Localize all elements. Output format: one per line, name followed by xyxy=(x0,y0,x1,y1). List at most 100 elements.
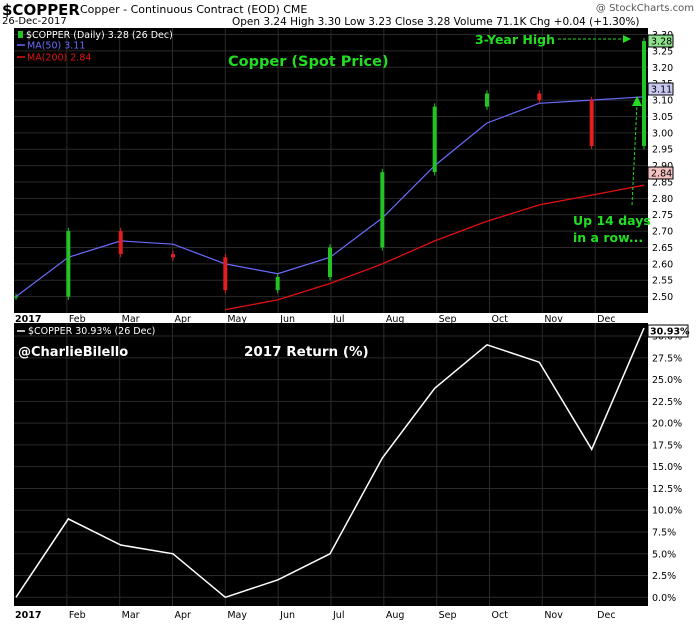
legend-candle-swatch xyxy=(18,31,23,38)
description-text: Copper - Continuous Contract (EOD) xyxy=(80,3,280,16)
price-tick-label: 2.60 xyxy=(652,259,673,270)
price-x-label: Apr xyxy=(175,314,192,325)
price-x-label: Nov xyxy=(544,314,563,325)
price-x-label: Oct xyxy=(492,314,509,325)
price-tick-label: 2.85 xyxy=(652,177,673,188)
return-tick-label: 17.5% xyxy=(652,440,682,451)
price-candle xyxy=(171,250,175,261)
annotation-up-arrow-line xyxy=(631,103,638,206)
price-candle xyxy=(537,90,542,104)
return-x-label: Aug xyxy=(386,610,405,621)
legend-ma50: MA(50) 3.11 xyxy=(27,41,85,52)
price-legend: $COPPER (Daily) 3.28 (26 Dec) MA(50) 3.1… xyxy=(17,30,173,64)
price-x-axis: 2017 Feb Mar Apr May Jun Jul Aug Sep Oct Nov Dec xyxy=(15,314,616,325)
annotation-up-line2: in a row... xyxy=(573,230,643,245)
symbol-title: $COPPER xyxy=(2,1,80,19)
price-tick-label: 2.70 xyxy=(652,227,673,238)
author-handle: @CharlieBilello xyxy=(18,345,128,360)
price-candle xyxy=(223,254,228,294)
price-tick-label: 2.95 xyxy=(652,145,673,156)
return-tick-label: 7.5% xyxy=(652,527,676,538)
price-candle xyxy=(14,293,18,300)
price-x-label: 2017 xyxy=(15,314,41,325)
ma200-line xyxy=(225,184,645,311)
return-grid xyxy=(14,323,648,606)
price-tick-label: 3.25 xyxy=(652,46,673,57)
return-x-label: Dec xyxy=(597,610,615,621)
price-x-label: Jul xyxy=(332,314,344,325)
return-x-label: Oct xyxy=(492,610,509,621)
return-x-label: Mar xyxy=(122,610,140,621)
price-tick-label: 3.05 xyxy=(652,112,673,123)
return-x-label: Apr xyxy=(175,610,192,621)
price-candle xyxy=(328,244,332,281)
return-tick-label: 12.5% xyxy=(652,484,682,495)
return-x-label: Feb xyxy=(69,610,86,621)
return-x-label: 2017 xyxy=(15,610,41,621)
chart-header: $COPPER Copper - Continuous Contract (EO… xyxy=(0,0,700,28)
ma50-tag: 3.11 xyxy=(651,85,672,96)
return-tick-label: 0.0% xyxy=(652,593,676,604)
price-x-label: Sep xyxy=(439,314,457,325)
annotation-up-arrowhead xyxy=(632,96,642,106)
price-tag: 3.28 xyxy=(651,37,672,48)
return-chart-title: 2017 Return (%) xyxy=(244,344,369,360)
return-x-label: Jul xyxy=(332,610,344,621)
return-tick-label: 20.0% xyxy=(652,419,682,430)
price-tick-label: 3.10 xyxy=(652,96,673,107)
price-x-label: Feb xyxy=(69,314,86,325)
price-x-label: Aug xyxy=(386,314,405,325)
price-tick-label: 3.20 xyxy=(652,63,673,74)
return-tick-label: 5.0% xyxy=(652,549,676,560)
legend-main: $COPPER (Daily) 3.28 (26 Dec) xyxy=(26,30,173,41)
price-tick-label: 2.75 xyxy=(652,210,673,221)
price-tick-label: 3.00 xyxy=(652,128,673,139)
return-axis: 0.0% 2.5% 5.0% 7.5% 10.0% 12.5% 15.0% 17.5% 20.0… xyxy=(652,332,682,604)
return-x-label: Jun xyxy=(279,610,295,621)
return-line xyxy=(15,327,645,599)
annotation-up-line1: Up 14 days xyxy=(573,213,651,228)
price-candle xyxy=(380,168,385,251)
price-candles xyxy=(14,37,646,300)
return-x-axis: 2017 Feb Mar Apr May Jun Jul Aug Sep Oct Nov Dec xyxy=(15,610,616,621)
return-tick-label: 10.0% xyxy=(652,506,682,517)
return-tag-bg xyxy=(647,324,689,338)
watermark: @ StockCharts.com xyxy=(595,3,694,14)
price-candle xyxy=(589,96,594,150)
header-date: 26-Dec-2017 xyxy=(2,16,67,27)
annotation-3yr-high: 3-Year High xyxy=(475,32,555,47)
price-tick-label: 2.55 xyxy=(652,276,673,287)
price-tick-label: 2.50 xyxy=(652,292,673,303)
price-candle xyxy=(118,227,123,258)
price-tick-label: 2.80 xyxy=(652,194,673,205)
return-tag: 30.93% xyxy=(650,327,690,338)
return-tick-label: 2.5% xyxy=(652,571,676,582)
ma50-tag-bg xyxy=(647,82,674,96)
price-candle xyxy=(642,37,646,150)
return-x-label: Nov xyxy=(544,610,563,621)
return-legend: $COPPER 30.93% (26 Dec) xyxy=(28,326,155,337)
price-x-label: Mar xyxy=(122,314,140,325)
return-tick-label: 22.5% xyxy=(652,397,682,408)
price-x-label: Dec xyxy=(597,314,615,325)
annotation-high-arrowhead xyxy=(623,35,631,43)
price-tick-label: 2.65 xyxy=(652,243,673,254)
price-candle xyxy=(275,273,280,294)
price-x-label: Jun xyxy=(279,314,295,325)
header-stats: Open 3.24 High 3.30 Low 3.23 Close 3.28 … xyxy=(232,16,640,28)
exchange-label: CME xyxy=(283,3,308,16)
ma200-tag: 2.84 xyxy=(651,169,672,180)
return-x-label: Sep xyxy=(439,610,457,621)
price-candle xyxy=(485,90,489,110)
return-tick-label: 25.0% xyxy=(652,375,682,386)
price-x-label: May xyxy=(227,314,247,325)
ma200-tag-bg xyxy=(647,166,674,180)
price-tag-bg xyxy=(647,34,674,48)
return-x-label: May xyxy=(227,610,247,621)
price-candle xyxy=(432,103,437,176)
price-chart-title: Copper (Spot Price) xyxy=(228,54,389,70)
legend-ma200: MA(200) 2.84 xyxy=(27,53,91,64)
symbol-description: Copper - Continuous Contract (EOD) CME xyxy=(80,3,307,16)
return-tick-label: 27.5% xyxy=(652,353,682,364)
